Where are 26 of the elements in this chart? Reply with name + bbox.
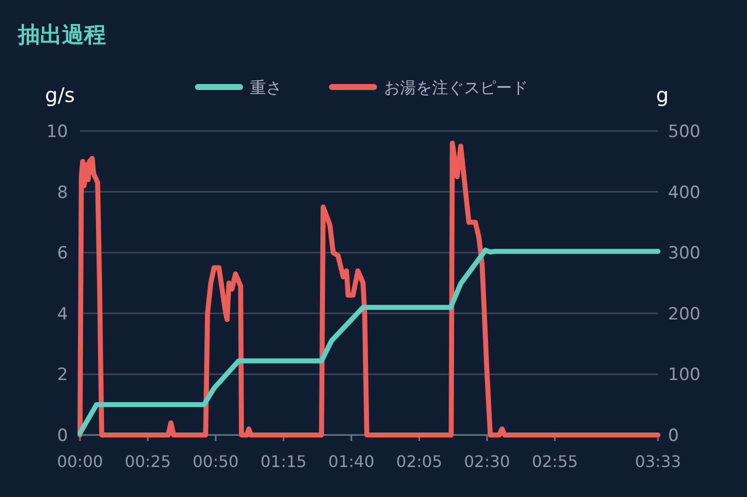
y2-axis-title: g [656, 83, 669, 107]
x-tick-label: 03:33 [634, 452, 682, 471]
y2-tick-label: 100 [668, 365, 700, 386]
y2-tick-label: 500 [668, 122, 700, 142]
x-tick-label: 02:55 [532, 452, 578, 471]
x-tick-label: 00:00 [56, 452, 104, 471]
x-tick-label: 01:40 [328, 452, 374, 471]
y2-tick-label: 400 [668, 182, 700, 203]
x-tick-label: 00:25 [124, 452, 171, 471]
x-tick-label: 00:50 [192, 452, 239, 471]
y-tick-label: 4 [57, 304, 68, 324]
x-tick-label: 02:30 [464, 452, 510, 471]
legend-label: 重さ [250, 78, 282, 97]
y2-tick-label: 200 [668, 304, 700, 324]
y-tick-label: 10 [46, 122, 68, 142]
y-axis-title: g/s [45, 83, 75, 107]
x-tick-label: 01:15 [260, 452, 307, 471]
y2-tick-label: 300 [668, 244, 700, 264]
y-tick-label: 0 [57, 426, 68, 446]
y-tick-label: 8 [57, 182, 68, 203]
y-tick-label: 2 [57, 365, 68, 386]
y-tick-label: 6 [57, 244, 68, 264]
chart-title: 抽出過程 [17, 23, 106, 48]
y2-tick-label: 0 [668, 426, 679, 446]
legend-label: お湯を注ぐスピード [384, 78, 528, 97]
x-tick-label: 02:05 [396, 452, 442, 471]
